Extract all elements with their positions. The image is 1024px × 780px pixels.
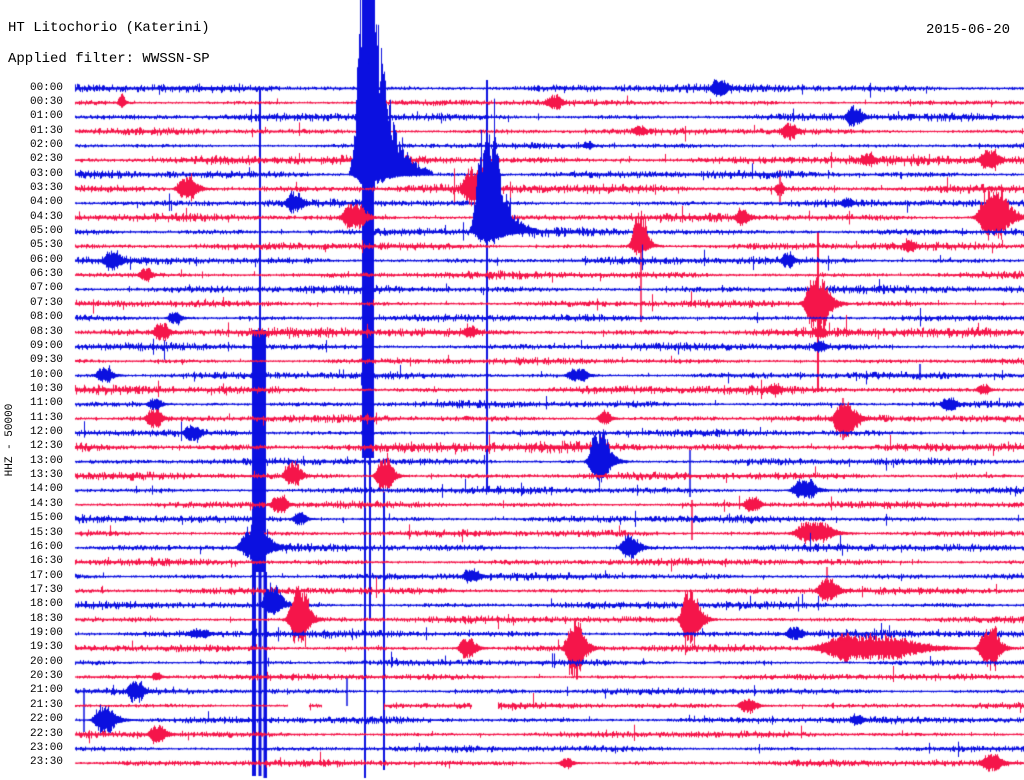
time-label: 19:30: [29, 641, 63, 654]
station-title: HT Litochorio (Katerini): [8, 20, 210, 36]
time-label: 08:30: [29, 325, 63, 338]
time-label: 12:30: [29, 440, 63, 453]
time-label: 14:00: [29, 483, 63, 496]
time-label: 07:30: [29, 296, 63, 309]
time-label: 14:30: [29, 497, 63, 510]
time-label: 15:30: [29, 526, 63, 539]
time-label: 20:00: [29, 655, 63, 668]
time-label: 16:00: [29, 540, 63, 553]
time-label: 02:00: [29, 138, 63, 151]
time-label: 00:00: [29, 81, 63, 94]
time-label: 01:00: [29, 110, 63, 123]
time-label: 10:30: [29, 382, 63, 395]
time-label: 20:30: [29, 670, 63, 683]
time-label: 23:00: [29, 741, 63, 754]
time-label: 03:30: [29, 181, 63, 194]
time-label: 13:30: [29, 469, 63, 482]
time-label: 11:00: [29, 397, 63, 410]
time-label: 16:30: [29, 555, 63, 568]
time-label: 03:00: [29, 167, 63, 180]
time-label: 08:00: [29, 311, 63, 324]
time-label: 02:30: [29, 153, 63, 166]
time-label: 04:00: [29, 196, 63, 209]
time-label: 18:00: [29, 598, 63, 611]
time-label: 15:00: [29, 512, 63, 525]
time-label: 22:00: [29, 713, 63, 726]
time-label: 05:00: [29, 225, 63, 238]
time-label: 13:00: [29, 454, 63, 467]
time-label: 17:00: [29, 569, 63, 582]
time-label: 01:30: [29, 124, 63, 137]
time-label: 00:30: [29, 95, 63, 108]
time-label: 06:00: [29, 253, 63, 266]
time-label: 12:00: [29, 426, 63, 439]
time-label: 06:30: [29, 268, 63, 281]
time-label: 21:30: [29, 698, 63, 711]
time-label: 09:30: [29, 354, 63, 367]
time-labels: 00:00 00:30 01:00 01:30 02:00 02:30 03:00 03:30…: [0, 0, 63, 780]
time-label: 09:00: [29, 339, 63, 352]
time-label: 21:00: [29, 684, 63, 697]
time-label: 10:00: [29, 368, 63, 381]
filter-label: Applied filter: WWSSN-SP: [8, 51, 210, 67]
time-label: 17:30: [29, 583, 63, 596]
time-label: 11:30: [29, 411, 63, 424]
time-label: 22:30: [29, 727, 63, 740]
time-label: 18:30: [29, 612, 63, 625]
date-label: 2015-06-20: [925, 22, 1010, 38]
time-label: 04:30: [29, 210, 63, 223]
time-label: 23:30: [29, 756, 63, 769]
time-label: 05:30: [29, 239, 63, 252]
time-label: 19:00: [29, 627, 63, 640]
time-label: 07:00: [29, 282, 63, 295]
